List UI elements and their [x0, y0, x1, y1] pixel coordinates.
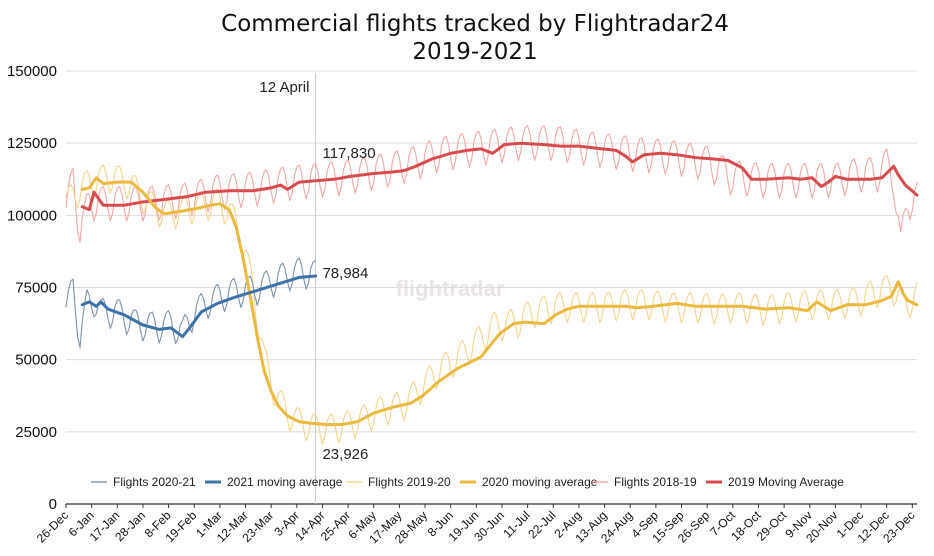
- legend-label-ma2021: 2021 moving average: [227, 475, 343, 489]
- legend-label-ma2019: 2019 Moving Average: [728, 475, 844, 489]
- value-annotation: 23,926: [322, 446, 368, 463]
- y-tick-label: 150000: [7, 63, 57, 80]
- x-tick-label: 29-Oct: [754, 508, 790, 544]
- series-line-f2020: [65, 164, 918, 445]
- x-tick-label: 22-Jul: [525, 508, 558, 541]
- series-line-ma2019: [80, 141, 919, 212]
- y-tick-label: 75000: [15, 280, 57, 297]
- series-line-ma2020: [80, 176, 919, 427]
- series-line-f2019: [65, 125, 918, 243]
- y-tick-label: 125000: [7, 135, 57, 152]
- chart-title-line-2: 2019-2021: [412, 39, 537, 65]
- series-line-ma2021: [80, 274, 317, 339]
- x-tick-label: 25-Apr: [318, 508, 353, 543]
- x-tick-label: 11-Jul: [500, 508, 532, 540]
- value-annotation: 117,830: [322, 145, 375, 162]
- series-line-f2021: [65, 257, 317, 349]
- y-tick-label: 100000: [7, 207, 57, 224]
- legend-label-f2020: Flights 2019-20: [368, 475, 451, 489]
- legend-label-f2021: Flights 2020-21: [113, 475, 196, 489]
- y-tick-label: 25000: [15, 424, 57, 441]
- chart-title-line-1: Commercial flights tracked by Flightrada…: [221, 11, 729, 37]
- legend-label-f2019: Flights 2018-19: [614, 475, 697, 489]
- value-annotation: 78,984: [322, 265, 368, 282]
- watermark-text: flightradar: [396, 276, 505, 301]
- x-tick-label: 26-Dec: [34, 508, 71, 545]
- legend-label-ma2020: 2020 moving average: [482, 475, 598, 489]
- vline-label: 12 April: [259, 79, 309, 96]
- y-tick-label: 50000: [15, 352, 57, 369]
- y-tick-label: 0: [49, 496, 57, 513]
